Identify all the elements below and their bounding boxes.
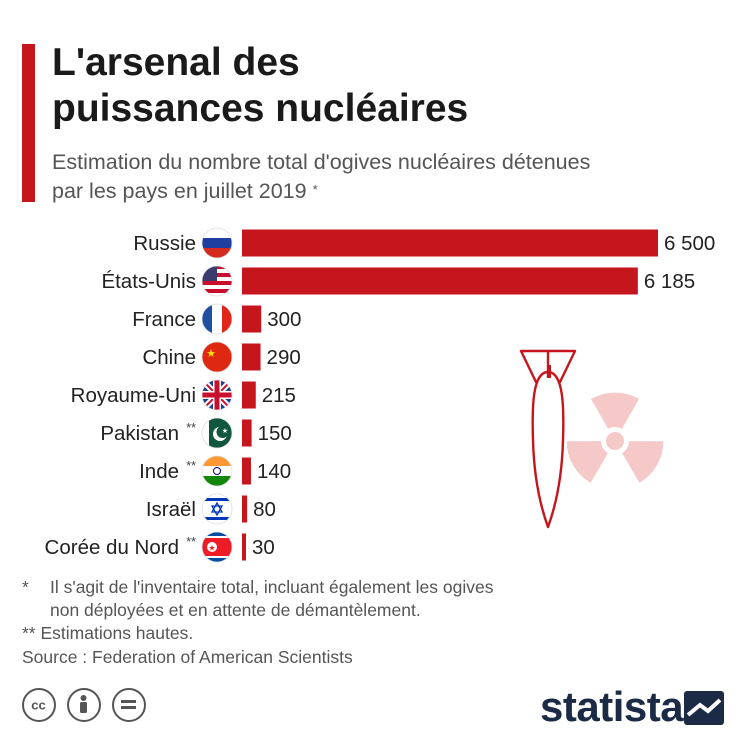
footnotes: * Il s'agit de l'inventaire total, inclu… xyxy=(22,576,582,669)
title-line-1: L'arsenal des xyxy=(52,41,300,84)
category-footnote-mark: ** xyxy=(186,459,196,473)
category-footnote-mark: ** xyxy=(186,421,196,435)
footnote-2-text: Estimations hautes. xyxy=(40,623,194,643)
category-footnote-mark: ** xyxy=(186,535,196,549)
brand-name: statista xyxy=(540,683,684,730)
category-label: Inde xyxy=(139,460,179,483)
russia-flag-icon xyxy=(201,227,233,259)
subtitle-line-2-text: par les pays en juillet 2019 xyxy=(52,179,307,203)
page-title: L'arsenal des puissances nucléaires xyxy=(52,40,712,132)
statista-logo-icon xyxy=(684,691,724,725)
value-label: 140 xyxy=(257,460,291,483)
north-korea-flag-icon: ★ xyxy=(201,531,233,563)
value-label: 215 xyxy=(262,384,296,407)
bar xyxy=(242,229,658,257)
category-label: États-Unis xyxy=(101,270,196,293)
svg-text:cc: cc xyxy=(31,698,45,713)
category-label: Chine xyxy=(142,346,196,369)
svg-text:★: ★ xyxy=(222,427,228,435)
category-label: Royaume-Uni xyxy=(71,384,196,407)
attribution-icon[interactable] xyxy=(67,688,101,722)
svg-text:★: ★ xyxy=(208,544,215,553)
category-label: France xyxy=(132,308,196,331)
bar xyxy=(242,457,251,485)
israel-flag-icon xyxy=(201,493,233,525)
value-label: 6 185 xyxy=(644,270,695,293)
subtitle-line-2: par les pays en juillet 2019 * xyxy=(52,177,732,206)
svg-text:★: ★ xyxy=(206,348,216,360)
category-label: Russie xyxy=(133,232,196,255)
footnote-2: ** Estimations hautes. xyxy=(22,622,582,645)
cc-icon[interactable]: cc xyxy=(22,688,56,722)
value-label: 6 500 xyxy=(664,232,715,255)
category-label: Israël xyxy=(146,498,196,521)
value-label: 300 xyxy=(267,308,301,331)
value-label: 80 xyxy=(253,498,276,521)
usa-flag-icon xyxy=(201,265,233,297)
china-flag-icon: ★ xyxy=(201,341,233,373)
value-label: 290 xyxy=(267,346,301,369)
radiation-symbol-icon xyxy=(566,392,664,483)
category-label: Pakistan xyxy=(100,422,179,445)
subtitle-footnote-mark: * xyxy=(312,182,318,197)
bars-group: 6 500 Russie 6 185 États-Unis 300 France 290 Ch… xyxy=(45,227,715,563)
no-derivatives-icon[interactable] xyxy=(112,688,146,722)
accent-bar xyxy=(22,44,35,202)
bar xyxy=(242,305,262,333)
value-label: 150 xyxy=(258,422,292,445)
footnote-1-line-2: non déployées et en attente de démantèle… xyxy=(50,600,421,620)
india-flag-icon xyxy=(201,455,233,487)
subtitle-line-1: Estimation du nombre total d'ogives nucl… xyxy=(52,150,591,174)
subtitle: Estimation du nombre total d'ogives nucl… xyxy=(52,148,732,206)
bar-chart: 6 500 Russie 6 185 États-Unis 300 France 290 Ch… xyxy=(45,227,715,563)
footnote-1: * Il s'agit de l'inventaire total, inclu… xyxy=(22,576,582,622)
title-line-2: puissances nucléaires xyxy=(52,87,469,130)
bar xyxy=(242,267,638,295)
footnote-2-mark: ** xyxy=(22,623,36,643)
france-flag-icon xyxy=(201,303,233,335)
bomb-icon xyxy=(519,349,577,529)
footnote-1-line-1: Il s'agit de l'inventaire total, incluan… xyxy=(50,577,494,597)
category-label: Corée du Nord xyxy=(45,536,179,559)
bar xyxy=(242,381,256,409)
bar xyxy=(242,343,261,371)
pakistan-flag-icon: ★ xyxy=(201,417,233,449)
uk-flag-icon xyxy=(201,379,233,411)
value-label: 30 xyxy=(252,536,275,559)
source-note: Source : Federation of American Scientis… xyxy=(22,647,353,667)
footnote-1-mark: * xyxy=(22,577,29,597)
bar xyxy=(242,419,252,447)
bar xyxy=(242,533,246,561)
bar xyxy=(242,495,248,523)
